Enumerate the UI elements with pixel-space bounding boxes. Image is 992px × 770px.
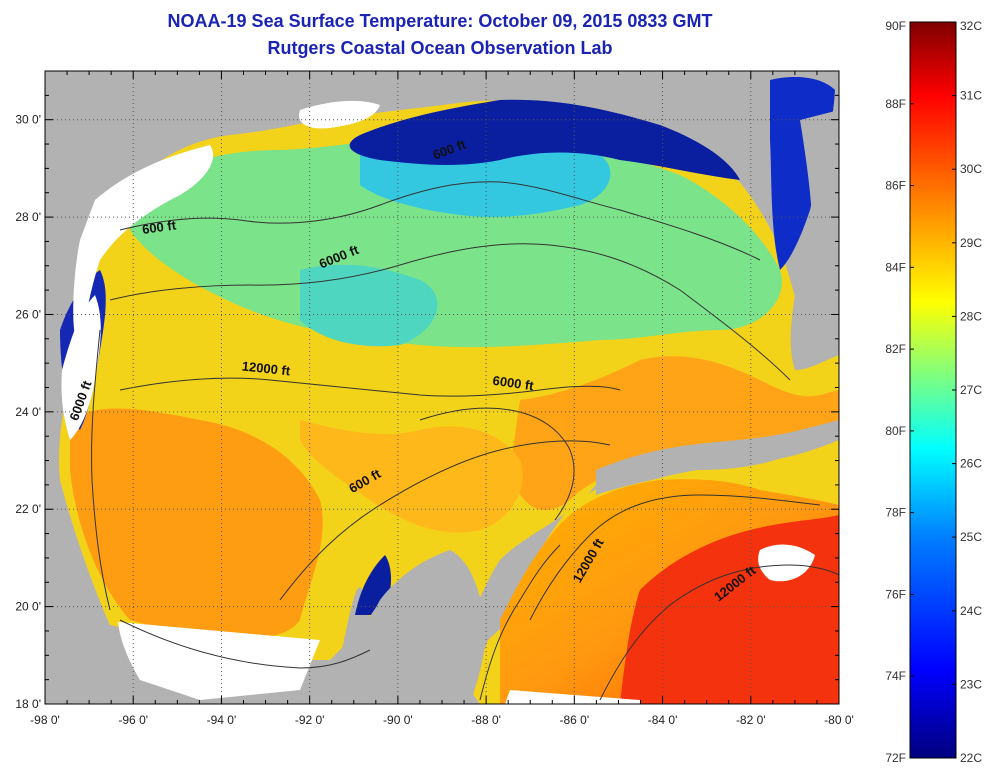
isobath-yucatan-shelf bbox=[479, 544, 561, 701]
isobath-caribbean-1 bbox=[529, 494, 821, 621]
map-axes: -98 0' -96 0' -94 0' -92 0' -90 0' -88 0' -86 … bbox=[15, 70, 854, 727]
y-tick-label: 22 0' bbox=[15, 502, 41, 516]
x-tick-label: -84 0' bbox=[648, 713, 678, 727]
colorbar-label-celsius: 28C bbox=[960, 309, 982, 323]
colorbar-label-fahrenheit: 74F bbox=[885, 669, 906, 683]
yucatan-land bbox=[300, 550, 486, 704]
colorbar-label-fahrenheit: 82F bbox=[885, 342, 906, 356]
y-tick-label: 20 0' bbox=[15, 600, 41, 614]
y-tick-label: 18 0' bbox=[15, 697, 41, 711]
chart-title: NOAA-19 Sea Surface Temperature: October… bbox=[167, 11, 713, 31]
isobath-6000-north bbox=[109, 243, 791, 381]
x-tick-label: -92 0' bbox=[295, 713, 325, 727]
colorbar-label-fahrenheit: 86F bbox=[885, 179, 906, 193]
isobath-6000-south bbox=[419, 407, 575, 521]
colorbar-label-fahrenheit: 78F bbox=[885, 506, 906, 520]
cloud-louisiana bbox=[299, 100, 380, 129]
warm-region-mid bbox=[300, 420, 523, 533]
isobath-6000-west bbox=[91, 329, 111, 611]
isobath-caribbean-2 bbox=[599, 564, 839, 701]
colorbar-label-celsius: 24C bbox=[960, 604, 982, 618]
colorbar-label-celsius: 22C bbox=[960, 751, 982, 765]
warm-region-west bbox=[70, 408, 323, 639]
x-tick-label: -86 0' bbox=[560, 713, 590, 727]
colorbar-label-fahrenheit: 76F bbox=[885, 587, 906, 601]
cool-region-north bbox=[130, 128, 782, 348]
colorbar-label-fahrenheit: 80F bbox=[885, 424, 906, 438]
colorbar-label-celsius: 26C bbox=[960, 457, 982, 471]
isobath-campeche-shelf bbox=[119, 619, 371, 669]
colorbar-gradient bbox=[910, 22, 956, 758]
chart-subtitle: Rutgers Coastal Ocean Observation Lab bbox=[267, 38, 613, 58]
cloud-west-shelf bbox=[61, 295, 101, 440]
y-tick-label: 26 0' bbox=[15, 307, 41, 321]
x-tick-label: -96 0' bbox=[118, 713, 148, 727]
y-tick-label: 24 0' bbox=[15, 405, 41, 419]
y-tick-label: 28 0' bbox=[15, 210, 41, 224]
contour-label: 6000 ft bbox=[492, 373, 536, 394]
colorbar-label-celsius: 23C bbox=[960, 677, 982, 691]
x-tick-label: -98 0' bbox=[30, 713, 60, 727]
x-tick-label: -90 0' bbox=[383, 713, 413, 727]
florida-land-inner bbox=[800, 110, 839, 353]
lat-lon-grid bbox=[45, 71, 839, 704]
contour-label: 600 ft bbox=[141, 217, 177, 237]
warm-region-east bbox=[510, 356, 839, 510]
depth-contours bbox=[91, 181, 839, 701]
y-tick-label: 30 0' bbox=[15, 113, 41, 127]
colorbar-label-fahrenheit: 90F bbox=[885, 19, 906, 33]
colorbar-label-fahrenheit: 88F bbox=[885, 97, 906, 111]
contour-label: 12000 ft bbox=[241, 358, 291, 378]
isobath-12000 bbox=[119, 377, 621, 397]
colorbar-label-celsius: 25C bbox=[960, 530, 982, 544]
colorbar-label-celsius: 30C bbox=[960, 162, 982, 176]
cloud-yucatan-tip bbox=[505, 690, 640, 704]
colorbar-label-celsius: 29C bbox=[960, 236, 982, 250]
cloud-texas-coast bbox=[73, 145, 214, 350]
x-tick-label: -94 0' bbox=[207, 713, 237, 727]
cloud-caribbean bbox=[758, 544, 815, 582]
colorbar-labels: 32C 31C 30C 29C 28C 27C 26C 25C 24C 23C 22C 90F 88F 8… bbox=[885, 19, 982, 765]
colorbar-label-celsius: 32C bbox=[960, 19, 982, 33]
cuba-land bbox=[596, 420, 839, 495]
x-tick-label: -82 0' bbox=[736, 713, 766, 727]
isobath-600-north bbox=[119, 181, 761, 261]
colorbar-label-celsius: 27C bbox=[960, 383, 982, 397]
isobath-600-south bbox=[279, 440, 611, 601]
coastal-cold-north bbox=[349, 99, 740, 180]
colorbar-label-celsius: 31C bbox=[960, 89, 982, 103]
x-tick-label: -88 0' bbox=[471, 713, 501, 727]
colorbar-label-fahrenheit: 84F bbox=[885, 260, 906, 274]
x-tick-label: -80 0' bbox=[824, 713, 854, 727]
cyan-region-center bbox=[300, 264, 438, 347]
colorbar-label-fahrenheit: 72F bbox=[885, 751, 906, 765]
